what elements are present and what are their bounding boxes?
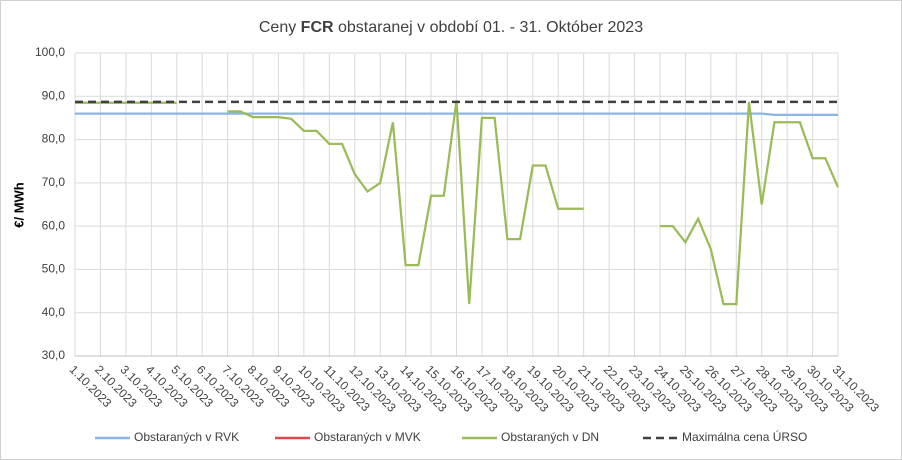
y-axis-label: €/ MWh (11, 182, 26, 228)
y-tick-label: 50,0 (42, 262, 66, 276)
y-tick-label: 100,0 (35, 45, 65, 59)
title-bold: FCR (301, 19, 334, 36)
y-tick-label: 60,0 (42, 218, 66, 232)
y-tick-label: 80,0 (42, 132, 66, 146)
legend-label: Maximálna cena ÚRSO (682, 429, 807, 444)
y-tick-label: 30,0 (42, 348, 66, 362)
y-tick-label: 90,0 (42, 88, 66, 102)
legend-label: Obstaraných v MVK (314, 430, 421, 444)
y-tick-label: 40,0 (42, 305, 66, 319)
legend-label: Obstaraných v RVK (134, 430, 239, 444)
chart-title: Ceny FCR obstaranej v období 01. - 31. O… (259, 19, 643, 36)
title-part: obstaranej v období 01. - 31. Október 20… (334, 19, 644, 36)
title-part: Ceny (259, 19, 301, 36)
legend-label: Obstaraných v DN (501, 430, 599, 444)
y-tick-label: 70,0 (42, 175, 66, 189)
